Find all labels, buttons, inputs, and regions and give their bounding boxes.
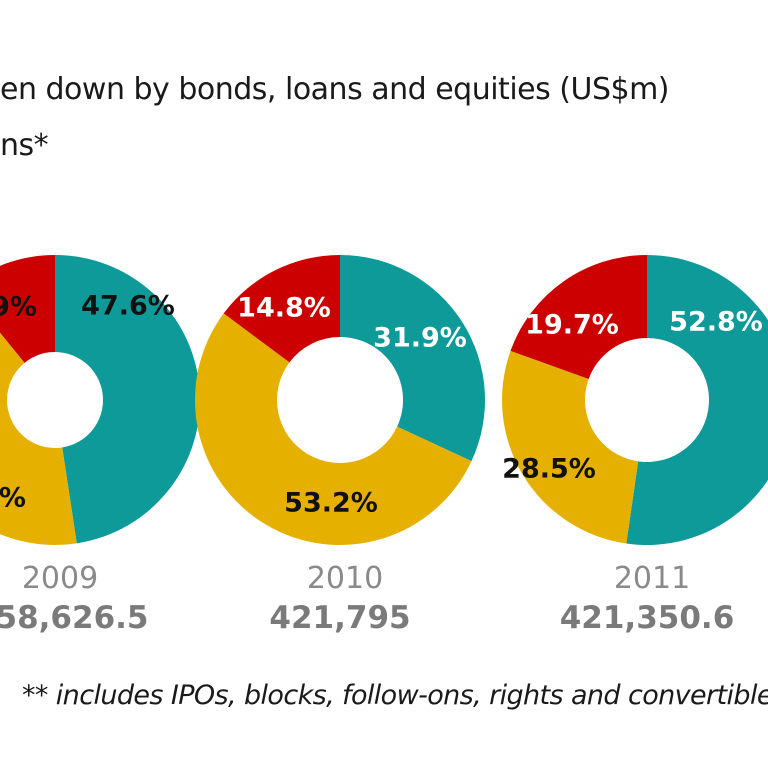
donut-slice-2011-0: [626, 255, 768, 545]
slice-label-2009-0: 47.6%: [81, 291, 175, 322]
year-label-2011: 2011: [614, 561, 690, 596]
footnote: ** includes IPOs, blocks, follow-ons, ri…: [22, 680, 768, 711]
slice-label-2009-2: 9%: [0, 292, 37, 323]
slice-label-2010-1: 53.2%: [284, 488, 378, 519]
slice-label-2009-1: 5%: [0, 483, 26, 514]
donut-slice-2009-1: [0, 332, 77, 545]
slice-label-2011-2: 19.7%: [525, 310, 619, 341]
donut-slice-2009-2: [0, 255, 55, 363]
donut-slice-2010-0: [340, 255, 485, 462]
slice-label-2010-0: 31.9%: [373, 323, 467, 354]
total-label-2009: 58,626.5: [0, 600, 148, 636]
total-label-2011: 421,350.6: [560, 600, 735, 636]
chart-subtitle: en down by bonds, loans and equities (US…: [0, 72, 670, 107]
slice-label-2011-1: 28.5%: [502, 454, 596, 485]
chart-subtitle-continued: ns*: [0, 128, 49, 163]
donut-slice-2011-2: [510, 255, 647, 380]
donut-slice-2010-1: [195, 313, 472, 545]
donut-2011: 52.8% 28.5% 19.7% 2011 421,350.6: [502, 255, 768, 636]
year-label-2009: 2009: [22, 561, 98, 596]
donut-slice-2010-2: [223, 255, 340, 363]
donut-2010: 31.9% 53.2% 14.8% 2010 421,795: [195, 255, 485, 636]
total-label-2010: 421,795: [269, 600, 410, 636]
year-label-2010: 2010: [307, 561, 383, 596]
donut-slice-2011-1: [502, 350, 639, 544]
slice-label-2011-0: 52.8%: [669, 307, 763, 338]
donut-2009: 47.6% 5% 9% 2009 58,626.5: [0, 255, 200, 636]
donut-slice-2009-0: [55, 255, 200, 544]
slice-label-2010-2: 14.8%: [237, 293, 331, 324]
